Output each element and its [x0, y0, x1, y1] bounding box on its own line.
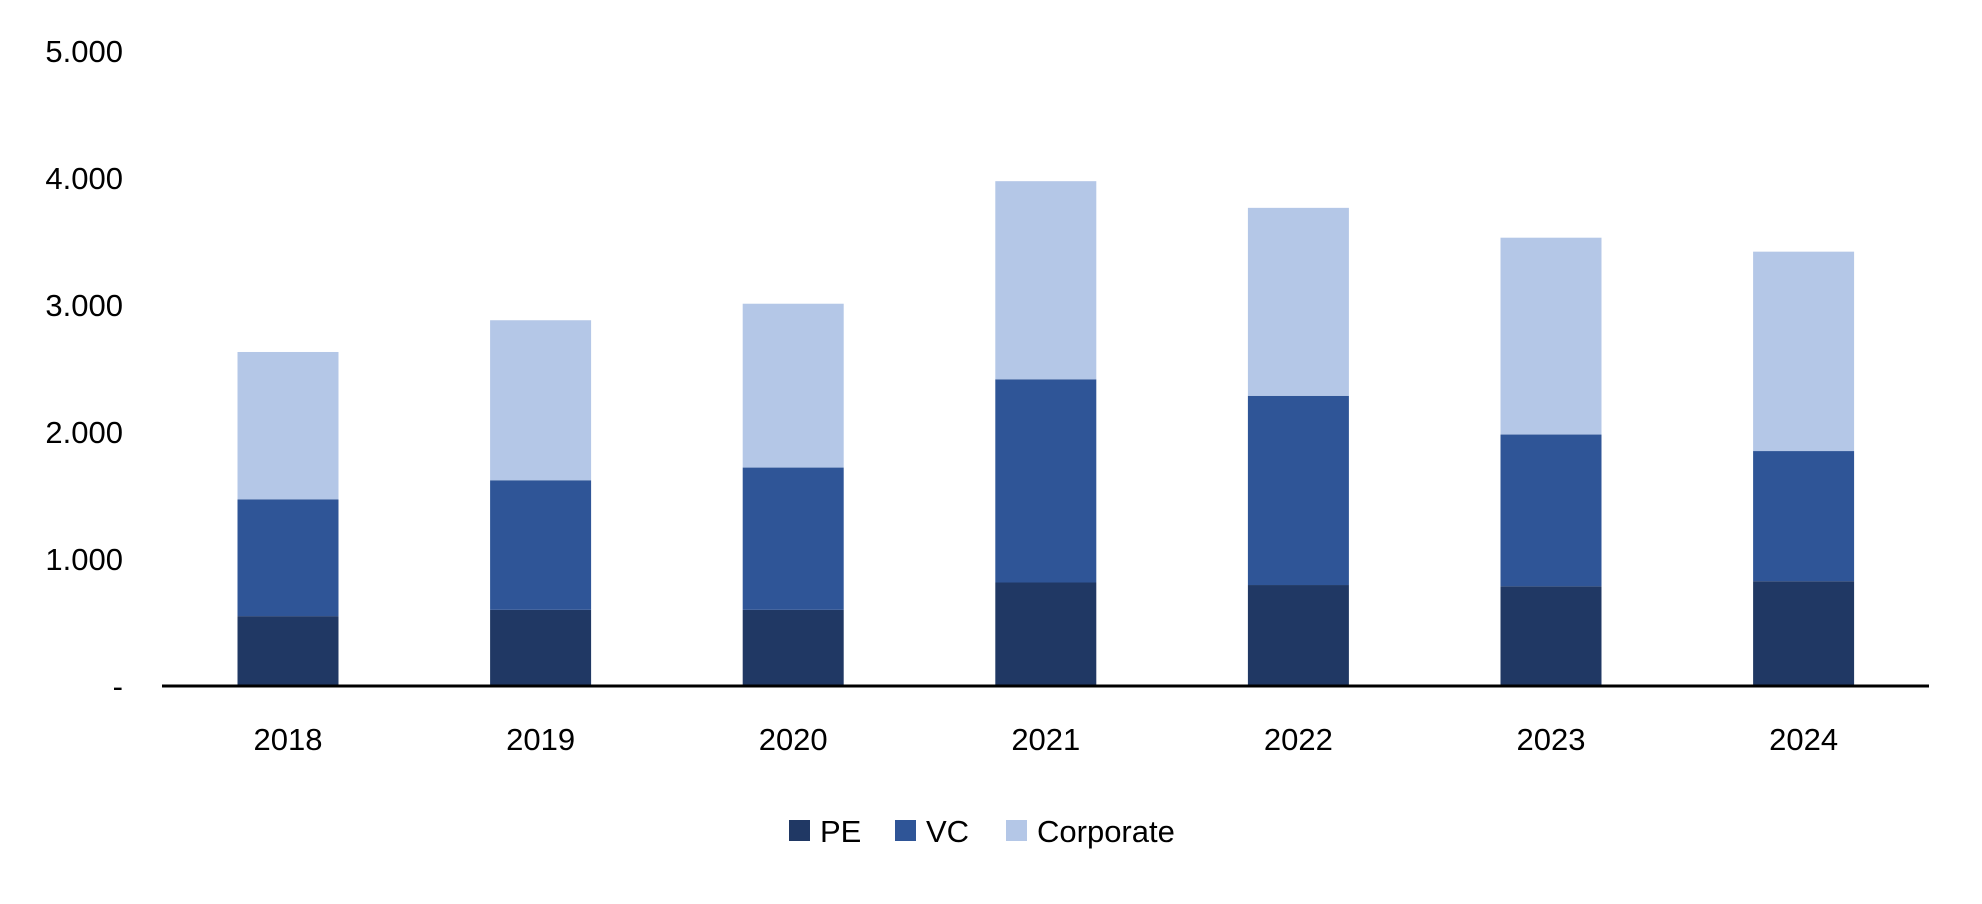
x-tick-label: 2020	[759, 722, 828, 757]
legend-label-corporate: Corporate	[1037, 814, 1175, 849]
y-tick-label: 3.000	[45, 288, 123, 323]
legend-swatch-pe	[789, 820, 810, 841]
bar-pe-2019	[490, 609, 592, 686]
legend-swatch-vc	[895, 820, 916, 841]
bar-corporate-2024	[1753, 251, 1855, 452]
bar-corporate-2019	[490, 320, 592, 481]
y-tick-label: 1.000	[45, 542, 123, 577]
x-tick-label: 2018	[254, 722, 323, 757]
bar-vc-2023	[1500, 434, 1602, 587]
y-tick-label: 4.000	[45, 161, 123, 196]
bar-pe-2022	[1247, 585, 1349, 686]
bar-vc-2021	[995, 379, 1097, 583]
bar-corporate-2018	[237, 351, 339, 500]
x-tick-label: 2024	[1769, 722, 1838, 757]
y-tick-label: -	[113, 669, 123, 704]
x-tick-label: 2022	[1264, 722, 1333, 757]
bar-vc-2018	[237, 499, 339, 617]
bar-corporate-2021	[995, 181, 1097, 380]
x-tick-label: 2019	[506, 722, 575, 757]
bar-pe-2020	[742, 609, 844, 686]
y-tick-label: 2.000	[45, 415, 123, 450]
bar-pe-2023	[1500, 586, 1602, 686]
bar-pe-2018	[237, 616, 339, 686]
bar-corporate-2022	[1247, 207, 1349, 396]
legend-label-vc: VC	[926, 814, 969, 849]
bar-vc-2022	[1247, 395, 1349, 586]
bar-corporate-2020	[742, 303, 844, 468]
legend-label-pe: PE	[820, 814, 861, 849]
y-tick-label: 5.000	[45, 34, 123, 69]
bar-corporate-2023	[1500, 237, 1602, 435]
bar-vc-2019	[490, 480, 592, 610]
legend-swatch-corporate	[1006, 820, 1027, 841]
x-tick-label: 2021	[1011, 722, 1080, 757]
x-tick-label: 2023	[1517, 722, 1586, 757]
bar-vc-2020	[742, 467, 844, 610]
bar-pe-2021	[995, 582, 1097, 686]
bar-vc-2024	[1753, 451, 1855, 582]
bar-pe-2024	[1753, 581, 1855, 686]
